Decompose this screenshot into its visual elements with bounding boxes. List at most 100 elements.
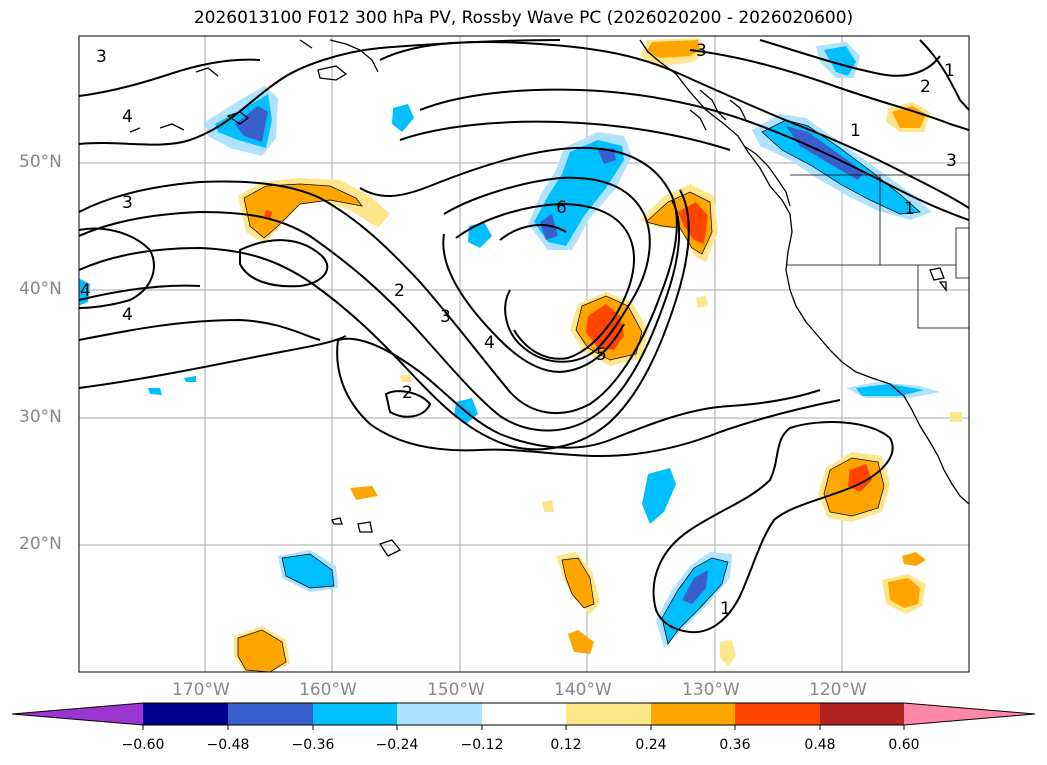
hawaii-islands <box>331 517 402 557</box>
neg-anomaly-10 <box>148 388 162 395</box>
contour-label: 5 <box>596 345 607 365</box>
pv-contour-1-north <box>689 49 969 131</box>
pv-contour-4-loop-west <box>79 227 155 309</box>
lon-label: 170°W <box>172 680 230 700</box>
contour-label: 2 <box>394 281 405 301</box>
pos-anomaly-11-core <box>238 630 286 672</box>
contour-label: 4 <box>80 281 91 301</box>
colorbar-bin <box>566 703 651 725</box>
neg-anomaly-13-core <box>282 554 334 588</box>
contour-label: 3 <box>122 193 133 213</box>
pos-anomaly-15 <box>542 500 554 512</box>
lat-label: 30°N <box>19 407 62 427</box>
pos-anomaly-17 <box>950 412 962 422</box>
contour-label: 1 <box>904 199 915 219</box>
lon-label: 150°W <box>427 680 485 700</box>
contour-label: 3 <box>96 47 107 67</box>
pos-anomaly-1-core <box>244 184 362 238</box>
pv-contour-loop-west <box>239 239 329 288</box>
negative-anomalies <box>79 42 940 648</box>
colorbar-tick-label: −0.12 <box>460 737 504 753</box>
state-border-b <box>879 175 969 329</box>
vancouver-island <box>743 145 791 207</box>
map-content: 3 4 3 4 2 3 4 5 6 2 1 2 3 1 1 4 1 3 <box>79 36 969 672</box>
contour-label: 4 <box>484 333 495 353</box>
contour-label: 6 <box>556 198 567 218</box>
pv-contour-inner-c <box>442 233 625 374</box>
channel-islands <box>929 267 947 292</box>
colorbar-tick-label: 0.36 <box>719 737 751 753</box>
pv-contour-north-1 <box>379 40 969 209</box>
pv-contour-north-2 <box>419 88 969 221</box>
pv-contours <box>79 39 969 634</box>
pos-anomaly-9-core <box>562 558 594 608</box>
contour-label: 3 <box>440 307 451 327</box>
aleutian-islands <box>129 67 219 133</box>
lat-label: 40°N <box>19 279 62 299</box>
lon-label: 160°W <box>299 680 357 700</box>
neg-anomaly-3-peak-a <box>598 148 616 164</box>
pv-contour-inner-d <box>499 224 567 241</box>
pv-contour-3-northwest <box>79 58 261 97</box>
colorbar-tick-label: −0.60 <box>121 737 165 753</box>
neg-anomaly-2 <box>392 104 414 132</box>
pos-anomaly-13 <box>720 640 736 666</box>
neg-anomaly-1-peak <box>235 106 268 142</box>
anomaly-outlines <box>237 119 921 672</box>
neg-anomaly-11 <box>184 376 196 382</box>
colorbar-arrow-high <box>904 703 1035 725</box>
colorbar-bin <box>228 703 313 725</box>
pv-contour-5-west <box>79 318 321 341</box>
colorbar-tick-label: −0.24 <box>375 737 419 753</box>
contour-labels: 3 4 3 4 2 3 4 5 6 2 1 2 3 1 1 4 1 3 <box>80 41 957 619</box>
pv-contour-4-west <box>79 284 201 301</box>
pv-contour-6-west <box>79 335 347 389</box>
neg-anomaly-6-core <box>824 46 856 76</box>
pv-contour-3 <box>79 199 681 432</box>
pos-anomaly-10 <box>568 630 594 654</box>
lon-label: 130°W <box>682 680 740 700</box>
contour-label: 2 <box>920 77 931 97</box>
colorbar-bin <box>482 703 566 725</box>
contour-label: 3 <box>696 41 707 61</box>
neg-anomaly-3-core <box>534 140 624 246</box>
colorbar-tick-label: −0.48 <box>206 737 250 753</box>
colorbar-ticks <box>142 725 905 730</box>
contour-label: 3 <box>946 151 957 171</box>
lat-label: 20°N <box>19 534 62 554</box>
pos-anomaly-3-peak <box>678 202 708 244</box>
pv-contour-2 <box>79 146 678 415</box>
contour-label: 2 <box>402 383 413 403</box>
pv-contour-1-south <box>652 421 894 634</box>
pv-contour-2-small-loop <box>384 390 432 418</box>
colorbar-tick-label: 0.12 <box>550 737 582 753</box>
colorbar-tick-label: 0.48 <box>804 737 836 753</box>
colorbar-bin <box>397 703 482 725</box>
pv-contour-2-southern <box>336 339 841 458</box>
colorbar-arrow-low <box>12 703 143 725</box>
pos-anomaly-6-peak <box>848 464 872 492</box>
map-frame <box>78 35 970 673</box>
neg-anomaly-12 <box>642 468 676 524</box>
lon-label: 140°W <box>554 680 612 700</box>
colorbar-tick-label: −0.36 <box>291 737 335 753</box>
pos-anomaly-16 <box>400 374 412 382</box>
colorbar-bin <box>143 703 228 725</box>
coastlines <box>129 39 969 557</box>
island-a <box>317 65 348 81</box>
pos-anomaly-4-core <box>646 40 700 58</box>
pos-anomaly-7-core <box>888 578 920 608</box>
colorbar <box>11 702 1036 730</box>
pos-anomaly-8 <box>902 552 926 566</box>
neg-anomaly-14-core <box>662 558 728 644</box>
north-america-coast <box>639 39 969 505</box>
colorbar-bin <box>820 703 904 725</box>
contour-label: 1 <box>720 599 731 619</box>
pos-anomaly-5-core <box>892 106 926 128</box>
contour-label: 1 <box>944 61 955 81</box>
state-border-a <box>786 227 969 266</box>
state-border-c <box>955 265 969 279</box>
neg-anomaly-14-peak <box>682 570 708 604</box>
pv-contour-inner-a <box>443 176 651 363</box>
neg-anomaly-3-peak-b <box>540 214 558 240</box>
